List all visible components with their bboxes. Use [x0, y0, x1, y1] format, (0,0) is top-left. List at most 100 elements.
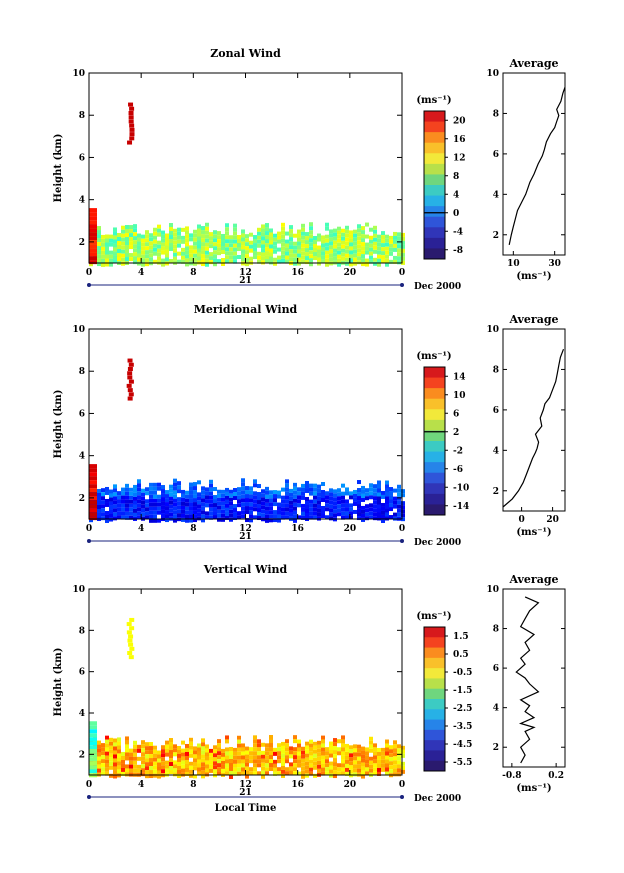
heatmap-cell — [397, 512, 401, 517]
heatmap-cell — [385, 246, 389, 251]
heatmap-cell — [149, 742, 153, 747]
heatmap-cell — [377, 767, 381, 772]
heatmap-cell — [129, 756, 133, 761]
heatmap-cell — [225, 755, 229, 760]
heatmap-cell — [149, 245, 153, 250]
heatmap-cell — [317, 484, 321, 489]
heatmap-cell — [269, 240, 273, 245]
heatmap-cell — [109, 757, 113, 762]
heatmap-cell — [245, 486, 249, 491]
heatmap-cell — [293, 759, 297, 764]
heatmap-cell — [297, 499, 301, 504]
heatmap-cell — [341, 252, 345, 257]
heatmap-cell — [229, 750, 233, 755]
colorbar-segment — [424, 451, 445, 463]
date-line-end — [87, 283, 91, 287]
heatmap-cell — [201, 262, 205, 267]
heatmap-cell — [165, 514, 169, 519]
heatmap-cell — [337, 504, 341, 509]
heatmap-cell — [97, 512, 101, 517]
heatmap-cell — [217, 751, 221, 756]
heatmap-cell — [281, 242, 285, 247]
heatmap-cell — [385, 250, 389, 255]
heatmap-cell — [165, 760, 169, 765]
heatmap-cell — [225, 735, 229, 740]
heatmap-cell — [129, 503, 133, 508]
heatmap-cell — [193, 758, 197, 763]
heatmap-cell — [249, 755, 253, 760]
heatmap-cell — [185, 490, 189, 495]
heatmap-cell — [133, 760, 137, 765]
heatmap-cell — [373, 257, 377, 262]
heatmap-cell — [97, 230, 101, 235]
heatmap-cell — [125, 511, 129, 516]
heatmap-cell — [117, 244, 121, 249]
heatmap-cell — [161, 505, 165, 510]
heatmap-cell — [137, 499, 141, 504]
y-tick-label: 6 — [79, 668, 85, 678]
heatmap-cell — [257, 243, 261, 248]
heatmap-cell — [169, 750, 173, 755]
heatmap-cell — [193, 257, 197, 262]
heatmap-cell — [401, 244, 405, 249]
heatmap-cell — [149, 486, 153, 491]
heatmap-cell — [189, 482, 193, 487]
heatmap-cell — [225, 247, 229, 252]
heatmap-cell — [169, 770, 173, 775]
heatmap-cell — [249, 518, 253, 523]
heatmap-cell — [157, 762, 161, 767]
heatmap-cell — [321, 243, 325, 248]
heatmap-cell — [269, 228, 273, 233]
heatmap-cell — [117, 495, 121, 500]
heatmap-cell — [373, 229, 377, 234]
heatmap-cell — [345, 771, 349, 776]
heatmap-cell — [329, 241, 333, 246]
heatmap-cell — [127, 367, 133, 371]
heatmap-cell — [241, 759, 245, 764]
colorbar-segment — [424, 709, 445, 721]
heatmap-cell — [257, 235, 261, 240]
heatmap-cell — [261, 228, 265, 233]
heatmap-cell — [217, 767, 221, 772]
heatmap-cell — [225, 235, 229, 240]
heatmap-cell — [269, 759, 273, 764]
heatmap-cell — [349, 242, 353, 247]
heatmap-cell — [181, 239, 185, 244]
heatmap-cell — [289, 237, 293, 242]
heatmap-cell — [181, 497, 185, 502]
heatmap-cell — [105, 246, 109, 251]
heatmap-cell — [237, 735, 241, 740]
heatmap-cell — [89, 512, 97, 517]
heatmap-cell — [289, 770, 293, 775]
heatmap-cell — [341, 743, 345, 748]
heatmap-cell — [289, 754, 293, 759]
heatmap-cell — [365, 767, 369, 772]
heatmap-cell — [361, 242, 365, 247]
heatmap-cell — [381, 251, 385, 256]
heatmap-cell — [189, 245, 193, 250]
heatmap-cell — [369, 251, 373, 256]
heatmap-cell — [373, 492, 377, 497]
colorbar-segment — [424, 377, 445, 389]
heatmap-cell — [169, 762, 173, 767]
heatmap-cell — [349, 238, 353, 243]
heatmap-cell — [217, 763, 221, 768]
heatmap-cell — [277, 494, 281, 499]
heatmap-cell — [385, 512, 389, 517]
heatmap-cell — [237, 503, 241, 508]
heatmap-cell — [341, 747, 345, 752]
heatmap-cell — [333, 497, 337, 502]
heatmap-cell — [349, 515, 353, 520]
heatmap-cell — [205, 262, 209, 267]
heatmap-cell — [281, 234, 285, 239]
heatmap-cell — [253, 239, 257, 244]
heatmap-cell — [193, 253, 197, 258]
heatmap-cell — [125, 499, 129, 504]
heatmap-cell — [325, 250, 329, 255]
heatmap-cell — [121, 261, 125, 266]
heatmap-cell — [125, 507, 129, 512]
heatmap-cell — [137, 233, 141, 238]
heatmap-cell — [217, 247, 221, 252]
heatmap-cell — [325, 755, 329, 760]
heatmap-cell — [305, 504, 309, 509]
